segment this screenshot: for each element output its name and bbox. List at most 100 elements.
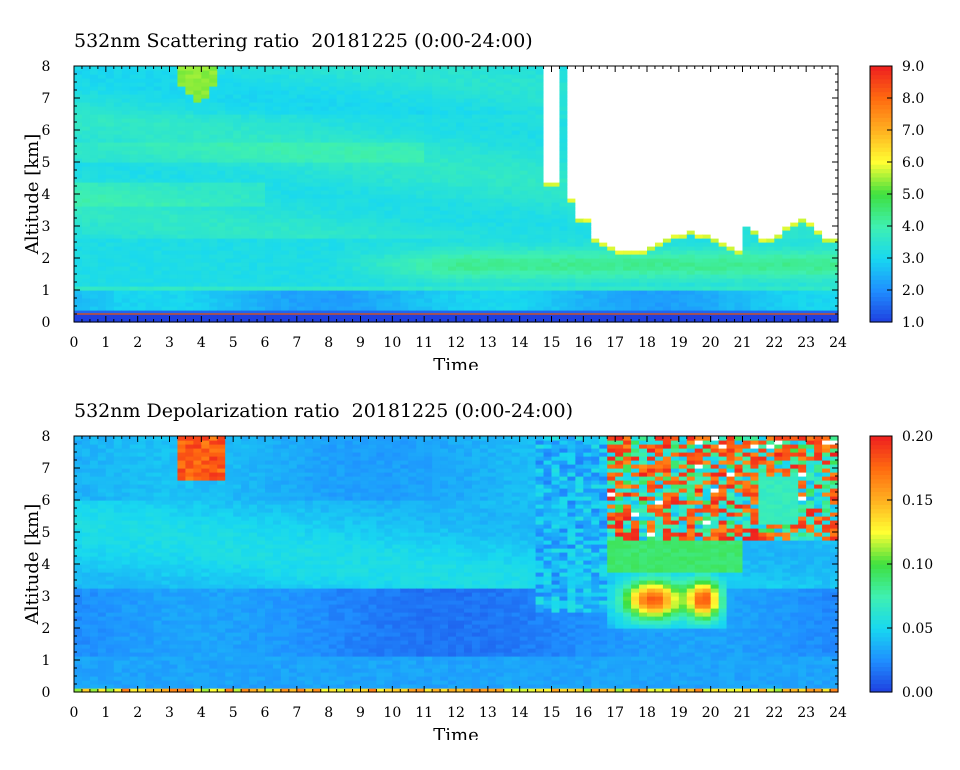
heatmap-cell <box>639 242 648 247</box>
heatmap-cell <box>686 250 696 255</box>
heatmap-cell <box>471 98 481 103</box>
heatmap-cell <box>304 114 314 119</box>
heatmap-cell <box>654 158 664 163</box>
heatmap-cell <box>320 142 330 147</box>
heatmap-cell <box>527 294 537 299</box>
heatmap-cell <box>623 234 632 239</box>
heatmap-cell <box>336 210 346 215</box>
heatmap-cell <box>440 210 449 215</box>
heatmap-cell <box>424 290 433 295</box>
heatmap-cell <box>217 78 226 83</box>
heatmap-cell <box>257 282 266 287</box>
heatmap-cell <box>272 70 282 75</box>
heatmap-cell <box>360 158 370 163</box>
heatmap-cell <box>654 254 664 259</box>
heatmap-cell <box>320 310 330 315</box>
heatmap-cell <box>344 254 354 259</box>
heatmap-cell <box>511 90 521 95</box>
heatmap-cell <box>368 118 378 123</box>
heatmap-cell <box>161 98 171 103</box>
heatmap-cell <box>503 234 513 239</box>
heatmap-cell <box>233 202 242 207</box>
heatmap-cell <box>161 162 171 167</box>
heatmap-cell <box>575 102 584 107</box>
heatmap-cell <box>81 130 91 135</box>
heatmap-cell <box>583 102 592 107</box>
heatmap-cell <box>97 182 107 187</box>
heatmap-cell <box>567 94 576 99</box>
heatmap-cell <box>567 86 576 91</box>
heatmap-cell <box>448 66 457 71</box>
heatmap-cell <box>193 174 202 179</box>
heatmap-cell <box>169 190 179 195</box>
heatmap-cell <box>81 310 91 315</box>
heatmap-cell <box>535 214 545 219</box>
heatmap-cell <box>368 286 378 291</box>
heatmap-cell <box>272 258 282 263</box>
heatmap-cell <box>384 254 393 259</box>
heatmap-cell <box>336 230 346 235</box>
heatmap-cell <box>424 90 433 95</box>
heatmap-cell <box>272 246 282 251</box>
heatmap-cell <box>113 262 123 267</box>
heatmap-cell <box>217 182 226 187</box>
heatmap-cell <box>416 86 425 91</box>
heatmap-cell <box>177 278 187 283</box>
heatmap-cell <box>145 178 155 183</box>
heatmap-cell <box>169 242 179 247</box>
heatmap-cell <box>591 146 600 151</box>
heatmap-cell <box>153 130 163 135</box>
heatmap-cell <box>201 94 210 99</box>
heatmap-cell <box>137 314 147 319</box>
heatmap-cell <box>456 178 465 183</box>
heatmap-cell <box>424 102 433 107</box>
heatmap-cell <box>607 202 616 207</box>
heatmap-cell <box>272 214 282 219</box>
heatmap-cell <box>432 274 441 279</box>
heatmap-cell <box>479 178 489 183</box>
heatmap-cell <box>145 298 155 303</box>
heatmap-cell <box>583 158 592 163</box>
heatmap-cell <box>456 182 465 187</box>
heatmap-cell <box>448 306 457 311</box>
heatmap-cell <box>74 302 83 307</box>
heatmap-cell <box>623 318 632 323</box>
heatmap-cell <box>456 170 465 175</box>
heatmap-cell <box>400 218 409 223</box>
heatmap-cell <box>105 306 115 311</box>
heatmap-cell <box>471 138 481 143</box>
heatmap-cell <box>241 86 250 91</box>
heatmap-cell <box>185 230 194 235</box>
heatmap-cell <box>233 306 242 311</box>
heatmap-cell <box>654 274 664 279</box>
heatmap-cell <box>209 182 218 187</box>
heatmap-cell <box>113 202 123 207</box>
heatmap-cell <box>217 170 226 175</box>
heatmap-cell <box>280 102 290 107</box>
heatmap-cell <box>97 310 107 315</box>
heatmap-cell <box>137 198 147 203</box>
heatmap-cell <box>105 238 115 243</box>
heatmap-cell <box>376 118 385 123</box>
heatmap-cell <box>81 206 91 211</box>
heatmap-cell <box>583 118 592 123</box>
heatmap-cell <box>551 214 561 219</box>
heatmap-cell <box>376 254 385 259</box>
heatmap-cell <box>535 226 545 231</box>
heatmap-cell <box>272 130 282 135</box>
heatmap-cell <box>591 206 600 211</box>
heatmap-cell <box>400 66 409 71</box>
heatmap-cell <box>217 262 226 267</box>
heatmap-cell <box>153 246 163 251</box>
heatmap-cell <box>233 90 242 95</box>
heatmap-cell <box>137 66 147 71</box>
heatmap-cell <box>639 270 648 275</box>
heatmap-cell <box>543 182 553 187</box>
heatmap-cell <box>408 282 417 287</box>
heatmap-cell <box>225 202 234 207</box>
heatmap-cell <box>193 90 202 95</box>
heatmap-cell <box>551 102 561 107</box>
heatmap-cell <box>623 126 632 131</box>
heatmap-cell <box>479 170 489 175</box>
heatmap-cell <box>89 178 99 183</box>
